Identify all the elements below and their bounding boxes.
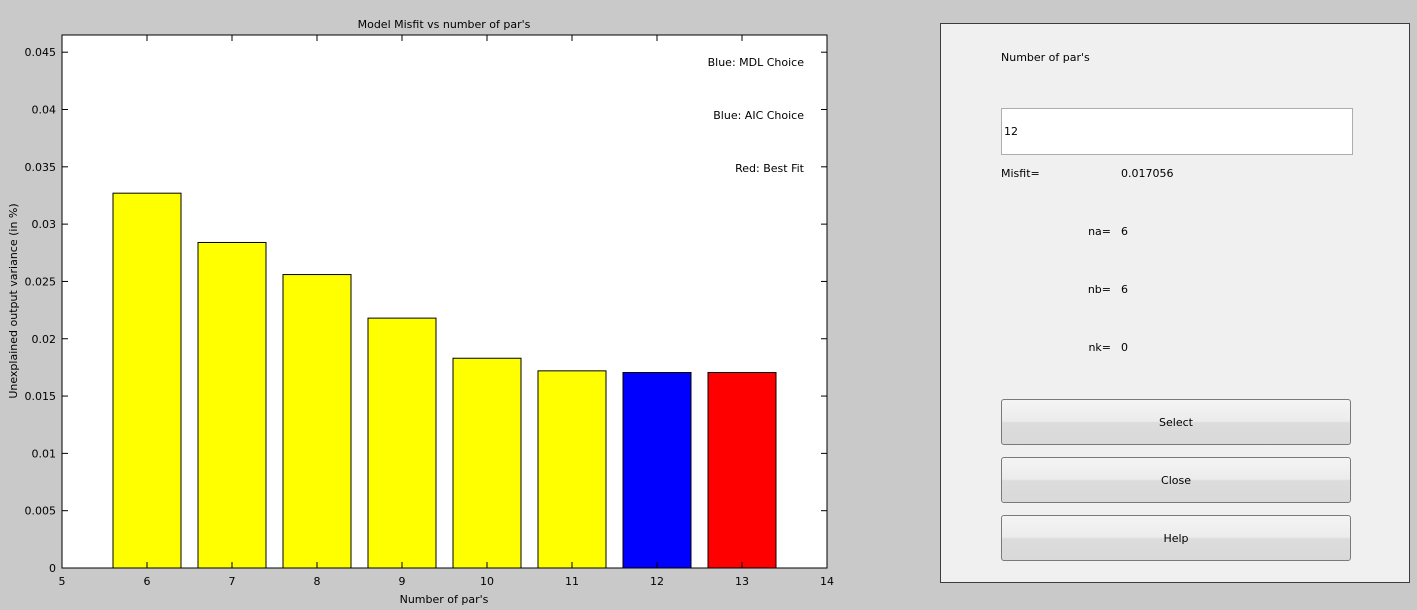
number-of-pars-input[interactable] xyxy=(1001,108,1353,155)
x-tick-label: 5 xyxy=(59,575,66,588)
bar-7 xyxy=(197,241,267,569)
y-tick-label: 0.045 xyxy=(25,46,57,59)
number-of-pars-label: Number of par's xyxy=(1001,51,1090,64)
legend-entry: Blue: AIC Choice xyxy=(713,109,804,122)
bar-10 xyxy=(452,357,522,569)
x-tick-label: 12 xyxy=(650,575,664,588)
nk-label: nk= xyxy=(1088,341,1111,354)
legend-entry: Red: Best Fit xyxy=(735,162,805,175)
na-label: na= xyxy=(1088,225,1111,238)
nb-label: nb= xyxy=(1087,283,1111,296)
select-button[interactable]: Select xyxy=(1001,399,1351,445)
y-axis-label: Unexplained output variance (in %) xyxy=(7,203,20,398)
y-tick-label: 0.015 xyxy=(25,390,57,403)
close-button-label: Close xyxy=(1161,473,1191,487)
nb-value: 6 xyxy=(1121,283,1128,296)
close-button[interactable]: Close xyxy=(1001,457,1351,503)
y-tick-label: 0.025 xyxy=(25,275,57,288)
misfit-label: Misfit= xyxy=(1001,167,1040,180)
na-value: 6 xyxy=(1121,225,1128,238)
y-tick-label: 0 xyxy=(49,562,56,575)
bar-12 xyxy=(622,371,692,569)
plot-area xyxy=(62,35,827,568)
x-tick-label: 10 xyxy=(480,575,494,588)
help-button[interactable]: Help xyxy=(1001,515,1351,561)
bar-8 xyxy=(282,274,352,569)
nk-value: 0 xyxy=(1121,341,1128,354)
misfit-value: 0.017056 xyxy=(1121,167,1174,180)
x-tick-label: 11 xyxy=(565,575,579,588)
x-tick-label: 7 xyxy=(229,575,236,588)
x-tick-label: 9 xyxy=(399,575,406,588)
y-tick-label: 0.01 xyxy=(32,447,57,460)
x-tick-label: 8 xyxy=(314,575,321,588)
y-tick-label: 0.035 xyxy=(25,161,57,174)
bar-11 xyxy=(537,370,607,569)
x-tick-label: 6 xyxy=(144,575,151,588)
chart-title: Model Misfit vs number of par's xyxy=(358,18,531,31)
bar-9 xyxy=(367,317,437,569)
bar-13 xyxy=(707,371,777,569)
y-tick-label: 0.02 xyxy=(32,333,57,346)
bar-6 xyxy=(112,192,182,569)
help-button-label: Help xyxy=(1163,531,1189,545)
y-tick-label: 0.04 xyxy=(32,104,57,117)
y-tick-label: 0.03 xyxy=(32,218,57,231)
x-tick-label: 14 xyxy=(820,575,834,588)
select-button-label: Select xyxy=(1159,415,1193,429)
misfit-chart: Model Misfit vs number of par's 0 0.005 0.… xyxy=(7,18,834,606)
x-tick-label: 13 xyxy=(735,575,749,588)
x-axis-label: Number of par's xyxy=(400,593,489,606)
model-selection-panel: Number of par's Misfit= 0.017056 na= 6 n… xyxy=(940,23,1410,583)
plot-frame xyxy=(61,34,828,569)
legend-entry: Blue: MDL Choice xyxy=(708,56,805,69)
y-tick-label: 0.005 xyxy=(25,505,57,518)
